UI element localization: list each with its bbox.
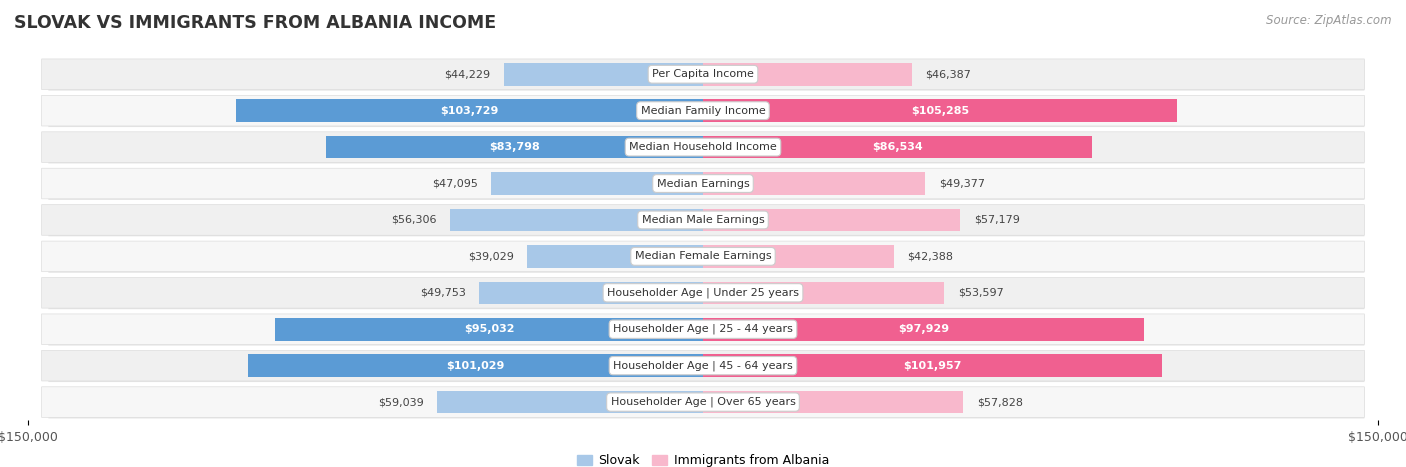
FancyBboxPatch shape xyxy=(42,387,1364,417)
FancyBboxPatch shape xyxy=(42,314,1364,345)
Bar xyxy=(703,209,960,231)
Text: $56,306: $56,306 xyxy=(391,215,436,225)
Bar xyxy=(703,318,1143,340)
Text: $42,388: $42,388 xyxy=(907,251,953,262)
Bar xyxy=(703,282,945,304)
Text: $95,032: $95,032 xyxy=(464,324,515,334)
Bar xyxy=(703,354,1161,377)
FancyBboxPatch shape xyxy=(48,279,1364,309)
Bar xyxy=(236,99,703,122)
FancyBboxPatch shape xyxy=(48,242,1364,273)
Bar xyxy=(703,245,894,268)
Text: $46,387: $46,387 xyxy=(925,69,972,79)
Text: Householder Age | 45 - 64 years: Householder Age | 45 - 64 years xyxy=(613,361,793,371)
Text: $105,285: $105,285 xyxy=(911,106,969,116)
Text: $39,029: $39,029 xyxy=(468,251,515,262)
Bar xyxy=(703,63,911,85)
FancyBboxPatch shape xyxy=(42,350,1364,381)
Bar xyxy=(450,209,703,231)
Text: $101,957: $101,957 xyxy=(903,361,962,371)
Bar xyxy=(491,172,703,195)
FancyBboxPatch shape xyxy=(42,241,1364,272)
FancyBboxPatch shape xyxy=(42,132,1364,163)
FancyBboxPatch shape xyxy=(48,352,1364,382)
Bar xyxy=(249,354,703,377)
Text: $57,179: $57,179 xyxy=(974,215,1019,225)
FancyBboxPatch shape xyxy=(42,59,1364,90)
FancyBboxPatch shape xyxy=(48,97,1364,127)
Bar xyxy=(703,136,1092,158)
Bar xyxy=(326,136,703,158)
Text: $97,929: $97,929 xyxy=(898,324,949,334)
Bar xyxy=(703,172,925,195)
Text: $101,029: $101,029 xyxy=(447,361,505,371)
Bar xyxy=(703,391,963,413)
Text: $57,828: $57,828 xyxy=(977,397,1022,407)
Bar xyxy=(479,282,703,304)
FancyBboxPatch shape xyxy=(42,95,1364,126)
FancyBboxPatch shape xyxy=(48,133,1364,163)
FancyBboxPatch shape xyxy=(42,168,1364,199)
FancyBboxPatch shape xyxy=(48,315,1364,346)
Text: $53,597: $53,597 xyxy=(957,288,1004,298)
Text: Per Capita Income: Per Capita Income xyxy=(652,69,754,79)
Text: Householder Age | Under 25 years: Householder Age | Under 25 years xyxy=(607,288,799,298)
Text: $83,798: $83,798 xyxy=(489,142,540,152)
Text: $44,229: $44,229 xyxy=(444,69,491,79)
FancyBboxPatch shape xyxy=(48,170,1364,200)
FancyBboxPatch shape xyxy=(42,205,1364,235)
Text: Median Household Income: Median Household Income xyxy=(628,142,778,152)
FancyBboxPatch shape xyxy=(48,206,1364,236)
Text: Householder Age | 25 - 44 years: Householder Age | 25 - 44 years xyxy=(613,324,793,334)
Text: Median Female Earnings: Median Female Earnings xyxy=(634,251,772,262)
Text: Median Family Income: Median Family Income xyxy=(641,106,765,116)
Text: $103,729: $103,729 xyxy=(440,106,499,116)
Text: $49,377: $49,377 xyxy=(939,178,984,189)
Text: Source: ZipAtlas.com: Source: ZipAtlas.com xyxy=(1267,14,1392,27)
Text: $59,039: $59,039 xyxy=(378,397,423,407)
Text: Householder Age | Over 65 years: Householder Age | Over 65 years xyxy=(610,397,796,407)
Text: $47,095: $47,095 xyxy=(432,178,478,189)
FancyBboxPatch shape xyxy=(48,388,1364,418)
Text: $49,753: $49,753 xyxy=(420,288,465,298)
Text: SLOVAK VS IMMIGRANTS FROM ALBANIA INCOME: SLOVAK VS IMMIGRANTS FROM ALBANIA INCOME xyxy=(14,14,496,32)
FancyBboxPatch shape xyxy=(42,277,1364,308)
Bar xyxy=(276,318,703,340)
Bar xyxy=(503,63,703,85)
Text: $86,534: $86,534 xyxy=(872,142,924,152)
Text: Median Earnings: Median Earnings xyxy=(657,178,749,189)
Bar xyxy=(703,99,1177,122)
FancyBboxPatch shape xyxy=(48,60,1364,91)
Bar xyxy=(527,245,703,268)
Text: Median Male Earnings: Median Male Earnings xyxy=(641,215,765,225)
Legend: Slovak, Immigrants from Albania: Slovak, Immigrants from Albania xyxy=(572,449,834,467)
Bar xyxy=(437,391,703,413)
